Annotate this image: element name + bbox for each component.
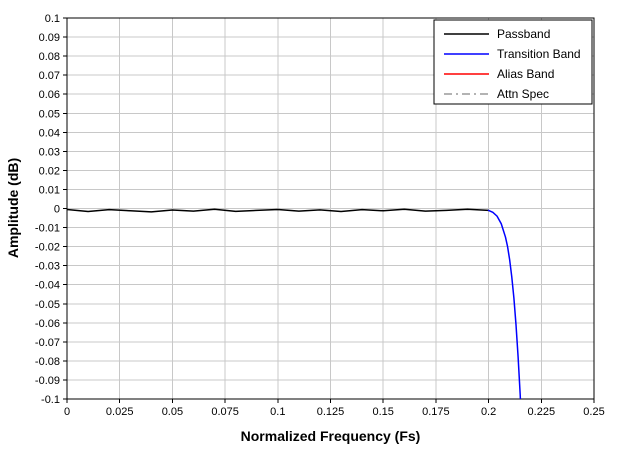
- series-transition-band: [487, 209, 522, 399]
- x-tick-label: 0.25: [583, 406, 604, 418]
- legend-item-passband: Passband: [444, 27, 550, 41]
- y-tick-label: -0.05: [35, 299, 60, 311]
- x-tick-label: 0.2: [481, 406, 496, 418]
- y-tick-label: -0.01: [35, 223, 60, 235]
- y-tick-label: -0.1: [41, 394, 60, 406]
- plot-border: [66, 17, 595, 400]
- y-tick-label: 0.06: [39, 89, 60, 101]
- y-tick-label: 0.05: [39, 108, 60, 120]
- series-group: [67, 208, 522, 399]
- y-tick-label: 0.1: [45, 13, 60, 25]
- legend-label: Attn Spec: [497, 87, 549, 101]
- y-tick-labels: 0.1 0.09 0.08 0.07 0.06 0.05 0.04 0.03 0.02 0.01 0…: [35, 13, 60, 406]
- legend: Passband Transition Band Alias Band Attn Sp…: [433, 19, 593, 105]
- legend-item-alias-band: Alias Band: [444, 67, 554, 81]
- y-tick-label: -0.03: [35, 261, 60, 273]
- legend-item-attn-spec: Attn Spec: [444, 87, 549, 101]
- y-tick-label: 0.03: [39, 146, 60, 158]
- x-tick-label: 0.075: [211, 406, 239, 418]
- x-tick-label: 0.1: [270, 406, 285, 418]
- y-tick-label: 0: [54, 204, 60, 216]
- x-tick-label: 0.025: [106, 406, 134, 418]
- legend-label: Passband: [497, 27, 550, 41]
- y-tick-label: -0.08: [35, 356, 60, 368]
- y-tick-label: -0.07: [35, 337, 60, 349]
- y-tick-label: 0.01: [39, 184, 60, 196]
- x-tick-label: 0: [64, 406, 70, 418]
- legend-label: Transition Band: [497, 47, 581, 61]
- x-tick-label: 0.15: [372, 406, 393, 418]
- legend-item-transition-band: Transition Band: [444, 47, 581, 61]
- y-tick-label: 0.08: [39, 51, 60, 63]
- y-tick-label: 0.04: [39, 127, 60, 139]
- y-tick-label: -0.06: [35, 318, 60, 330]
- y-tick-label: 0.02: [39, 165, 60, 177]
- x-tick-label: 0.05: [162, 406, 183, 418]
- y-tick-label: -0.04: [35, 280, 60, 292]
- y-tick-label: 0.07: [39, 70, 60, 82]
- x-tick-label: 0.175: [422, 406, 450, 418]
- y-tick-label: -0.09: [35, 375, 60, 387]
- legend-label: Alias Band: [497, 67, 554, 81]
- series-passband: [67, 208, 490, 213]
- y-tick-label: -0.02: [35, 242, 60, 254]
- axis-ticks: [63, 17, 595, 403]
- y-axis-title: Amplitude (dB): [5, 157, 21, 259]
- y-tick-label: 0.09: [39, 32, 60, 44]
- x-tick-labels: 0 0.025 0.05 0.075 0.1 0.125 0.15 0.175 0.2 0.225…: [64, 406, 605, 418]
- x-tick-label: 0.225: [528, 406, 556, 418]
- x-tick-label: 0.125: [317, 406, 345, 418]
- x-axis-title: Normalized Frequency (Fs): [240, 428, 421, 444]
- gridlines: [67, 18, 594, 399]
